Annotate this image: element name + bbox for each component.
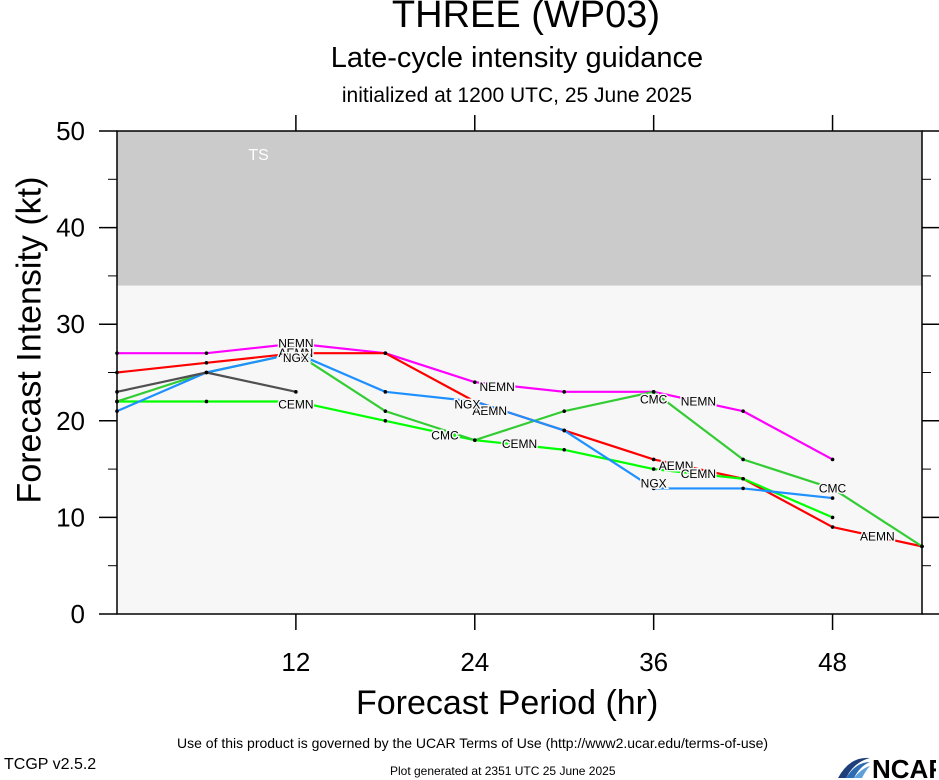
series-label-cmc: CMC	[431, 428, 459, 442]
generated-time: Plot generated at 2351 UTC 25 June 2025	[390, 764, 616, 778]
chart-subtitle: Late-cycle intensity guidance	[330, 42, 704, 74]
point-cemn	[562, 447, 567, 452]
y-tick-label: 10	[56, 502, 85, 532]
series-label-ngx: NGX	[454, 397, 480, 411]
point-aemn	[830, 525, 835, 529]
point-cemn	[741, 476, 745, 481]
point-ngx	[472, 399, 477, 404]
y-tick-label: 20	[56, 406, 85, 436]
point-ngx	[830, 496, 835, 500]
point-ofci	[294, 390, 298, 394]
series-label-nemn: NEMN	[278, 337, 313, 351]
terms-of-use: Use of this product is governed by the U…	[177, 735, 769, 751]
series-label-cmc: CMC	[819, 481, 847, 495]
x-tick-label: 12	[281, 647, 310, 677]
series-label-ngx: NGX	[641, 477, 667, 491]
series-label-cemn: CEMN	[278, 397, 313, 411]
x-axis-label: Forecast Period (hr)	[356, 684, 659, 722]
y-tick-label: 50	[56, 116, 85, 146]
band-ts	[117, 131, 922, 286]
point-cemn	[383, 419, 388, 423]
point-aemn	[383, 351, 388, 355]
point-cemn	[651, 467, 656, 471]
chart-title: THREE (WP03)	[391, 0, 661, 36]
series-label-ngx: NGX	[283, 351, 309, 365]
point-nemn	[294, 341, 298, 346]
point-nemn	[830, 457, 835, 462]
y-tick-label: 40	[56, 213, 85, 243]
point-cmc	[383, 409, 388, 413]
point-cmc	[562, 409, 567, 413]
series-label-cemn: CEMN	[502, 437, 537, 451]
point-ngx	[741, 486, 745, 491]
point-cmc	[830, 486, 835, 491]
point-cmc	[472, 438, 477, 442]
series-label-nemn: NEMN	[681, 394, 716, 408]
point-ngx	[651, 486, 656, 491]
point-nemn	[741, 409, 745, 413]
series-label-aemn: AEMN	[279, 346, 314, 360]
series-label-aemn: AEMN	[472, 404, 507, 418]
series-label-nemn: NEMN	[479, 380, 514, 394]
y-tick-label: 0	[71, 599, 85, 629]
ncar-logo: NCAR	[838, 754, 936, 780]
x-tick-label: 48	[818, 647, 847, 677]
point-nemn	[472, 380, 477, 384]
series-label-aemn: AEMN	[659, 459, 694, 473]
y-tick-label: 30	[56, 309, 85, 339]
series-label-cmc: CMC	[282, 351, 310, 365]
ncar-logo-mark	[838, 757, 870, 778]
point-nemn	[562, 390, 567, 394]
x-tick-label: 24	[460, 647, 489, 677]
point-cemn	[294, 399, 298, 404]
y-axis-label: Forecast Intensity (kt)	[10, 176, 49, 504]
band-label: TS	[248, 147, 268, 164]
point-cemn	[204, 399, 209, 404]
point-cmc	[651, 390, 656, 394]
version-label: TCGP v2.5.2	[4, 756, 97, 773]
ncar-logo-text: NCAR	[872, 754, 936, 780]
point-ngx	[294, 351, 298, 355]
series-label-cemn: CEMN	[681, 467, 716, 481]
point-cemn	[830, 515, 835, 520]
point-nemn	[204, 351, 209, 355]
point-ngx	[562, 428, 567, 433]
series-label-aemn: AEMN	[860, 530, 895, 544]
point-aemn	[204, 361, 209, 365]
point-ngx	[383, 390, 388, 394]
init-time: initialized at 1200 UTC, 25 June 2025	[341, 84, 693, 107]
point-aemn	[651, 457, 656, 462]
series-label-cmc: CMC	[640, 393, 668, 407]
x-tick-label: 36	[639, 647, 668, 677]
point-cmc	[741, 457, 745, 462]
point-ofci	[204, 370, 209, 375]
